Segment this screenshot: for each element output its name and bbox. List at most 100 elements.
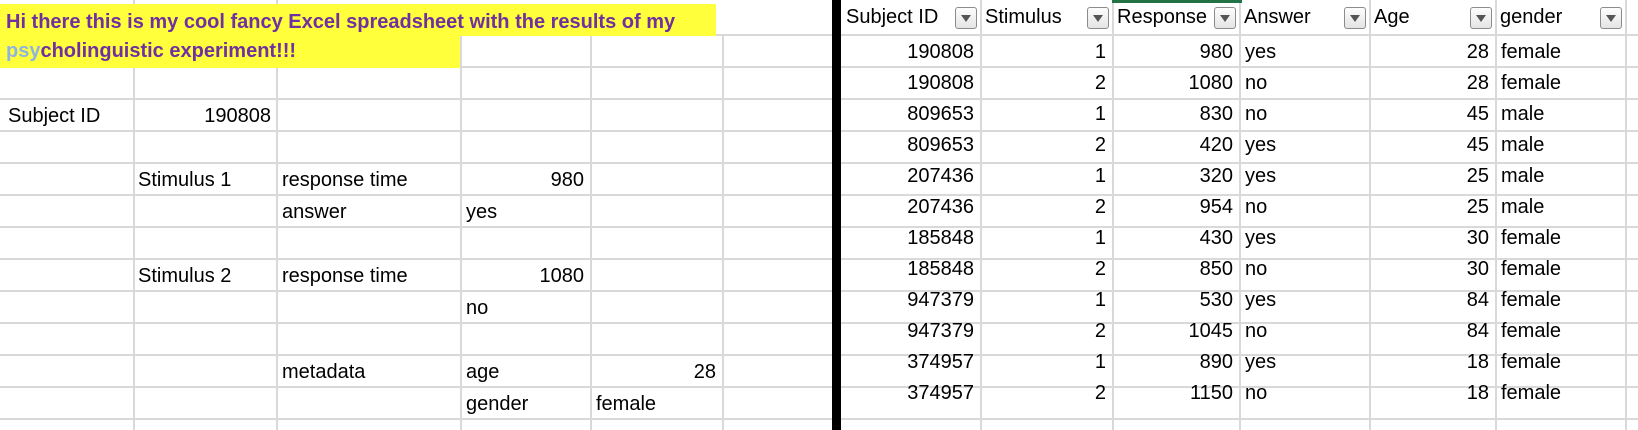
cell-answer[interactable]: no [1245, 196, 1268, 218]
cell-answer[interactable]: no [1245, 103, 1268, 125]
cell-answer[interactable]: yes [1245, 165, 1277, 187]
cell-age[interactable]: 28 [1466, 72, 1489, 94]
cell-gender[interactable]: female [1501, 382, 1562, 404]
cell-answer[interactable]: no [1245, 72, 1268, 94]
cell-stimulus[interactable]: 1 [1094, 103, 1106, 125]
cell-stimulus[interactable]: 1 [1094, 351, 1106, 373]
cell-stimulus[interactable]: 1 [1094, 289, 1106, 311]
cell-age[interactable]: 18 [1466, 382, 1489, 404]
cell-gender[interactable]: female [1501, 227, 1562, 249]
cell-subject-id[interactable]: 185848 [907, 258, 974, 280]
cell-metadata-label[interactable]: metadata [282, 361, 366, 383]
cell-subject-id[interactable]: 809653 [907, 103, 974, 125]
cell-response[interactable]: 1080 [1188, 72, 1234, 94]
filter-dropdown-icon[interactable] [1470, 7, 1492, 29]
cell-answer[interactable]: no [1245, 320, 1268, 342]
cell-gender[interactable]: female [1501, 41, 1562, 63]
cell-subject-id[interactable]: 207436 [907, 165, 974, 187]
cell-subject-id[interactable]: 185848 [907, 227, 974, 249]
cell-stimulus[interactable]: 2 [1094, 196, 1106, 218]
cell-answer[interactable]: no [1245, 382, 1268, 404]
header-response[interactable]: Response [1112, 2, 1239, 32]
cell-stimulus[interactable]: 2 [1094, 258, 1106, 280]
cell-subject-label[interactable]: Subject ID [8, 105, 101, 127]
cell-gender[interactable]: female [1501, 72, 1562, 94]
cell-age[interactable]: 84 [1466, 320, 1489, 342]
cell-stim2-label[interactable]: Stimulus 2 [138, 265, 232, 287]
cell-answer[interactable]: no [1245, 258, 1268, 280]
cell-stim1-answer[interactable]: yes [466, 201, 498, 223]
cell-stim1-answer-label[interactable]: answer [282, 201, 347, 223]
cell-age[interactable]: 25 [1466, 196, 1489, 218]
cell-response[interactable]: 420 [1199, 134, 1233, 156]
cell-age[interactable]: 45 [1466, 103, 1489, 125]
cell-response[interactable]: 530 [1199, 289, 1233, 311]
cell-gender[interactable]: male [1501, 165, 1545, 187]
cell-response[interactable]: 430 [1199, 227, 1233, 249]
cell-stimulus[interactable]: 1 [1094, 41, 1106, 63]
title-line-1[interactable]: Hi there this is my cool fancy Excel spr… [0, 4, 716, 36]
cell-gender[interactable]: male [1501, 103, 1545, 125]
filter-dropdown-icon[interactable] [955, 7, 977, 29]
cell-age[interactable]: 25 [1466, 165, 1489, 187]
cell-gender[interactable]: male [1501, 196, 1545, 218]
header-stimulus[interactable]: Stimulus [980, 2, 1112, 32]
cell-stimulus[interactable]: 2 [1094, 320, 1106, 342]
cell-age[interactable]: 28 [1466, 41, 1489, 63]
cell-stimulus[interactable]: 2 [1094, 382, 1106, 404]
cell-response[interactable]: 954 [1199, 196, 1233, 218]
cell-answer[interactable]: yes [1245, 227, 1277, 249]
cell-subject-id[interactable]: 947379 [907, 320, 974, 342]
filter-dropdown-icon[interactable] [1600, 7, 1622, 29]
filter-dropdown-icon[interactable] [1344, 7, 1366, 29]
cell-stimulus[interactable]: 2 [1094, 134, 1106, 156]
cell-subject-id[interactable]: 809653 [907, 134, 974, 156]
cell-response[interactable]: 890 [1199, 351, 1233, 373]
cell-answer[interactable]: yes [1245, 289, 1277, 311]
cell-age[interactable]: 30 [1466, 227, 1489, 249]
cell-stim1-rt-label[interactable]: response time [282, 169, 408, 191]
cell-response[interactable]: 980 [1199, 41, 1233, 63]
cell-stim1-rt[interactable]: 980 [550, 169, 584, 191]
cell-answer[interactable]: yes [1245, 134, 1277, 156]
header-age[interactable]: Age [1369, 2, 1495, 32]
cell-gender[interactable]: female [1501, 258, 1562, 280]
cell-subject-id[interactable]: 374957 [907, 382, 974, 404]
cell-stimulus[interactable]: 2 [1094, 72, 1106, 94]
filter-dropdown-icon[interactable] [1214, 7, 1236, 29]
cell-gender[interactable]: female [596, 393, 657, 415]
cell-gender[interactable]: female [1501, 289, 1562, 311]
title-line-2[interactable]: psycholinguistic experiment!!! [0, 36, 460, 68]
cell-gender[interactable]: male [1501, 134, 1545, 156]
cell-gender[interactable]: female [1501, 320, 1562, 342]
cell-age[interactable]: 28 [693, 361, 716, 383]
cell-response[interactable]: 850 [1199, 258, 1233, 280]
cell-age[interactable]: 30 [1466, 258, 1489, 280]
cell-age-label[interactable]: age [466, 361, 500, 383]
cell-stimulus[interactable]: 1 [1094, 165, 1106, 187]
cell-stim1-label[interactable]: Stimulus 1 [138, 169, 232, 191]
cell-subject-id[interactable]: 947379 [907, 289, 974, 311]
cell-stimulus[interactable]: 1 [1094, 227, 1106, 249]
cell-gender[interactable]: female [1501, 351, 1562, 373]
cell-response[interactable]: 830 [1199, 103, 1233, 125]
cell-subject-id[interactable]: 207436 [907, 196, 974, 218]
cell-subject-id[interactable]: 190808 [907, 72, 974, 94]
cell-age[interactable]: 84 [1466, 289, 1489, 311]
cell-response[interactable]: 1045 [1188, 320, 1234, 342]
cell-answer[interactable]: yes [1245, 41, 1277, 63]
cell-stim2-answer[interactable]: no [466, 297, 489, 319]
cell-stim2-rt[interactable]: 1080 [539, 265, 585, 287]
header-answer[interactable]: Answer [1239, 2, 1369, 32]
cell-subject-id[interactable]: 190808 [204, 105, 271, 127]
cell-stim2-rt-label[interactable]: response time [282, 265, 408, 287]
cell-subject-id[interactable]: 190808 [907, 41, 974, 63]
cell-age[interactable]: 18 [1466, 351, 1489, 373]
cell-age[interactable]: 45 [1466, 134, 1489, 156]
cell-response[interactable]: 320 [1199, 165, 1233, 187]
header-gender[interactable]: gender [1495, 2, 1625, 32]
cell-gender-label[interactable]: gender [466, 393, 529, 415]
filter-dropdown-icon[interactable] [1087, 7, 1109, 29]
cell-response[interactable]: 1150 [1189, 382, 1233, 404]
cell-subject-id[interactable]: 374957 [907, 351, 974, 373]
